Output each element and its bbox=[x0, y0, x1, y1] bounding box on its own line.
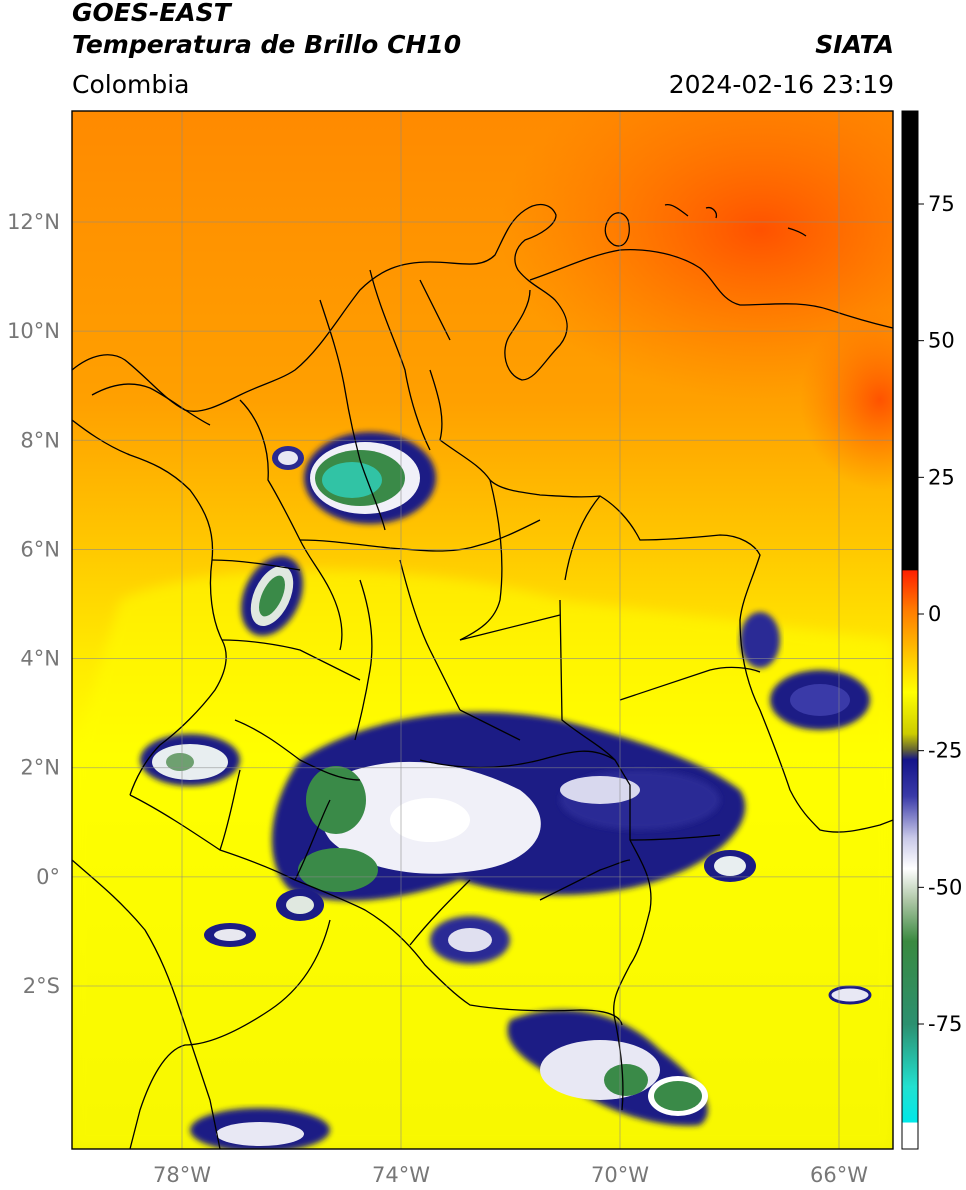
lon-tick-label: 66°W bbox=[810, 1163, 868, 1187]
lat-tick-label: 6°N bbox=[20, 537, 60, 561]
colorbar-tick-label: 50 bbox=[928, 329, 955, 353]
colorbar-tick-label: 75 bbox=[928, 192, 955, 216]
colorbar-tick-label: 0 bbox=[928, 602, 941, 626]
cloud-cell bbox=[190, 1108, 330, 1149]
cloud-cell bbox=[271, 712, 746, 901]
colorbar-tick-label: -25 bbox=[928, 739, 962, 763]
cloud-cell bbox=[241, 556, 303, 636]
brand-label: SIATA bbox=[815, 30, 894, 59]
latitude-axis: 12°N 10°N 8°N 6°N 4°N 2°N 0° 2°S bbox=[7, 210, 60, 998]
cloud-cells bbox=[140, 432, 872, 1149]
colorbar: 75 50 25 0 -25 -50 -75 bbox=[901, 110, 962, 1150]
venezuela-coast bbox=[529, 249, 893, 329]
panama-border bbox=[91, 383, 211, 426]
lat-tick-label: 8°N bbox=[20, 428, 60, 452]
cloud-cell bbox=[507, 1010, 708, 1126]
lat-tick-label: 4°N bbox=[20, 647, 60, 671]
lon-tick-label: 78°W bbox=[153, 1163, 211, 1187]
map-frame bbox=[71, 110, 894, 1150]
lon-tick-label: 70°W bbox=[591, 1163, 649, 1187]
lat-tick-label: 2°N bbox=[20, 756, 60, 780]
cloud-cell bbox=[560, 770, 720, 830]
colorbar-ramp bbox=[901, 110, 919, 1150]
cloud-cell bbox=[770, 670, 870, 730]
colombia-venezuela-border bbox=[429, 369, 893, 833]
cloud-cell bbox=[704, 850, 756, 882]
ecuador-border bbox=[129, 794, 623, 1026]
lat-tick-label: 0° bbox=[36, 865, 60, 889]
coastlines-borders bbox=[72, 203, 893, 1149]
colorbar-tick-label: -50 bbox=[928, 875, 962, 899]
warm-region bbox=[500, 111, 893, 400]
lon-tick-label: 74°W bbox=[372, 1163, 430, 1187]
title-satellite: GOES-EAST bbox=[72, 0, 231, 27]
caribbean-coast bbox=[72, 203, 568, 412]
pacific-coast bbox=[72, 419, 227, 796]
lat-tick-label: 10°N bbox=[7, 319, 60, 343]
timestamp-label: 2024-02-16 23:19 bbox=[668, 70, 894, 99]
cloud-cell bbox=[828, 985, 872, 1005]
peru-border bbox=[72, 859, 221, 1149]
colorbar-tick-label: 25 bbox=[928, 465, 955, 489]
lat-tick-label: 2°S bbox=[23, 974, 60, 998]
map-field bbox=[72, 111, 893, 1149]
cloud-cell bbox=[740, 612, 780, 668]
cloud-cell bbox=[272, 446, 304, 470]
title-product: Temperatura de Brillo CH10 bbox=[72, 30, 462, 59]
region-label: Colombia bbox=[72, 70, 190, 99]
cloud-cell bbox=[276, 889, 324, 921]
longitude-axis: 78°W 74°W 70°W 66°W bbox=[153, 1163, 868, 1187]
cloud-cell bbox=[430, 916, 510, 964]
colorbar-tick-label: -75 bbox=[928, 1012, 962, 1036]
cloud-cell bbox=[304, 432, 436, 524]
cloud-cell bbox=[140, 734, 240, 786]
graticule bbox=[72, 111, 893, 1149]
colorbar-ticks: 75 50 25 0 -25 -50 -75 bbox=[918, 192, 962, 1036]
lat-tick-label: 12°N bbox=[7, 210, 60, 234]
cloud-cell bbox=[204, 923, 256, 947]
colombia-brazil-border bbox=[559, 599, 652, 1111]
